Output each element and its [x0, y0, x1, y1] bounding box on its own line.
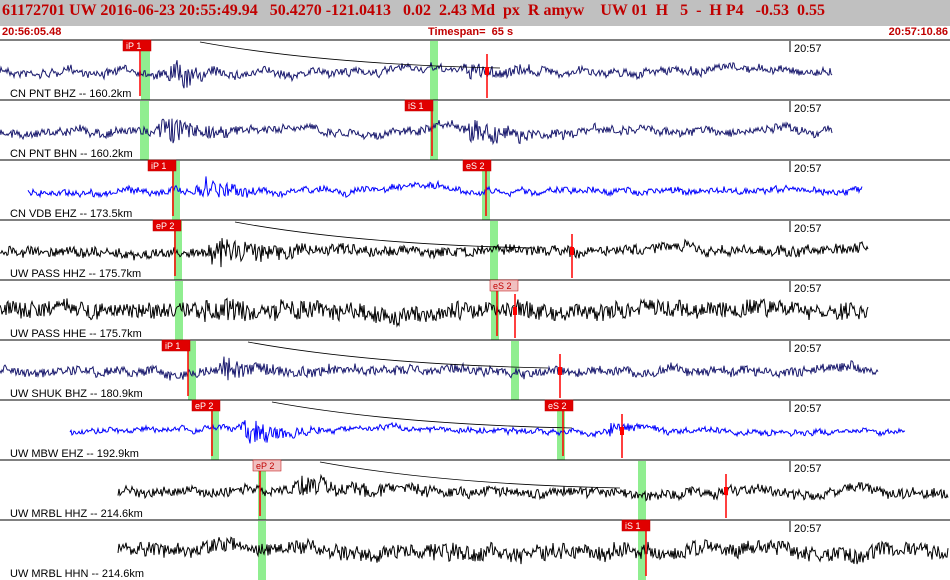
- pick-window: [140, 101, 149, 160]
- pick-window: [430, 101, 438, 160]
- waveform: [117, 536, 949, 565]
- amplitude-marker-box: [513, 307, 517, 315]
- phase-pick-flag[interactable]: [191, 399, 221, 412]
- travel-time-curve: [199, 41, 501, 69]
- pick-window: [258, 521, 266, 580]
- time-tick-label: 20:57: [794, 463, 822, 475]
- phase-pick-label: iP 1: [151, 161, 166, 171]
- phase-pick-flag[interactable]: [489, 279, 519, 292]
- time-tick-label: 20:57: [794, 403, 822, 415]
- trace-panel[interactable]: iP 1 20:57 UW SHUK BHZ -- 180.9km: [0, 339, 950, 400]
- phase-pick-flag[interactable]: [462, 159, 492, 172]
- amplitude-marker-box: [485, 67, 489, 75]
- waveform: [0, 238, 869, 268]
- waveform: [27, 176, 863, 199]
- pick-window: [172, 161, 180, 220]
- waveform: [117, 473, 949, 502]
- time-tick-label: 20:57: [794, 343, 822, 355]
- waveform: [0, 297, 869, 328]
- channel-label: UW MRBL HHZ -- 214.6km: [10, 508, 143, 520]
- phase-pick-label: eS 2: [548, 401, 567, 411]
- phase-pick-flag[interactable]: [152, 219, 182, 232]
- channel-label: UW PASS HHE -- 175.7km: [10, 328, 142, 340]
- time-tick-label: 20:57: [794, 223, 822, 235]
- phase-pick-label: iP 1: [126, 41, 141, 51]
- pick-window: [511, 341, 519, 400]
- pick-window: [141, 41, 150, 100]
- trace-panel[interactable]: iS 1 20:57 CN PNT BHN -- 160.2km: [0, 99, 950, 160]
- title-bar: 61172701 UW 2016-06-23 20:55:49.94 50.42…: [0, 0, 950, 26]
- start-time: 20:56:05.48: [2, 26, 62, 38]
- channel-label: UW PASS HHZ -- 175.7km: [10, 268, 141, 280]
- phase-pick-label: eS 2: [493, 281, 512, 291]
- trace-panel[interactable]: iP 1 20:57 CN PNT BHZ -- 160.2km: [0, 39, 950, 100]
- trace-panel[interactable]: eP 2 20:57 UW MRBL HHZ -- 214.6km: [0, 459, 950, 520]
- pick-window: [638, 461, 646, 520]
- phase-pick-label: eP 2: [156, 221, 174, 231]
- travel-time-curve: [234, 221, 536, 249]
- time-tick-label: 20:57: [794, 43, 822, 55]
- pick-window: [174, 221, 182, 280]
- channel-label: UW MRBL HHN -- 214.6km: [10, 568, 144, 580]
- phase-pick-label: iS 1: [625, 521, 641, 531]
- channel-label: UW SHUK BHZ -- 180.9km: [10, 388, 143, 400]
- waveform: [0, 118, 833, 146]
- amplitude-marker-box: [724, 487, 728, 495]
- phase-pick-label: iS 1: [408, 101, 424, 111]
- travel-time-curve: [319, 461, 621, 489]
- pick-window: [188, 341, 196, 400]
- trace-panel[interactable]: eS 2 20:57 UW PASS HHE -- 175.7km: [0, 279, 950, 340]
- time-tick-label: 20:57: [794, 523, 822, 535]
- travel-time-curve: [271, 401, 573, 429]
- phase-pick-flag[interactable]: [147, 159, 177, 172]
- waveform: [69, 420, 906, 444]
- phase-pick-flag[interactable]: [161, 339, 191, 352]
- phase-pick-flag[interactable]: [544, 399, 574, 412]
- time-tick-label: 20:57: [794, 103, 822, 115]
- phase-pick-label: eP 2: [195, 401, 213, 411]
- travel-time-curve: [247, 341, 549, 369]
- phase-pick-flag[interactable]: [122, 39, 152, 52]
- amplitude-marker-box: [620, 427, 624, 435]
- pick-window: [490, 221, 498, 280]
- phase-pick-flag[interactable]: [252, 459, 282, 472]
- time-tick-label: 20:57: [794, 283, 822, 295]
- phase-pick-label: iP 1: [165, 341, 180, 351]
- waveform: [0, 60, 833, 89]
- phase-pick-flag[interactable]: [621, 519, 651, 532]
- trace-panel[interactable]: eP 2 eS 2 20:57 UW MBW EHZ -- 192.9km: [0, 399, 950, 460]
- channel-label: UW MBW EHZ -- 192.9km: [10, 448, 139, 460]
- channel-label: CN VDB EHZ -- 173.5km: [10, 208, 132, 220]
- time-tick-label: 20:57: [794, 163, 822, 175]
- end-time: 20:57:10.86: [888, 26, 948, 38]
- phase-pick-label: eP 2: [256, 461, 274, 471]
- channel-label: CN PNT BHZ -- 160.2km: [10, 88, 131, 100]
- phase-pick-flag[interactable]: [404, 99, 434, 112]
- waveform: [0, 356, 879, 381]
- event-summary-title: 61172701 UW 2016-06-23 20:55:49.94 50.42…: [2, 2, 825, 19]
- amplitude-marker-box: [570, 247, 574, 255]
- trace-panel[interactable]: eP 2 20:57 UW PASS HHZ -- 175.7km: [0, 219, 950, 280]
- pick-window: [211, 401, 219, 460]
- pick-window: [430, 41, 438, 100]
- phase-pick-label: eS 2: [466, 161, 485, 171]
- pick-window: [175, 281, 183, 340]
- timespan-label: Timespan= 65 s: [428, 26, 514, 38]
- channel-label: CN PNT BHN -- 160.2km: [10, 148, 133, 160]
- trace-panel[interactable]: iP 1 eS 2 20:57 CN VDB EHZ -- 173.5km: [0, 159, 950, 220]
- trace-panel[interactable]: iS 1 20:57 UW MRBL HHN -- 214.6km: [0, 519, 950, 580]
- amplitude-marker-box: [558, 367, 562, 375]
